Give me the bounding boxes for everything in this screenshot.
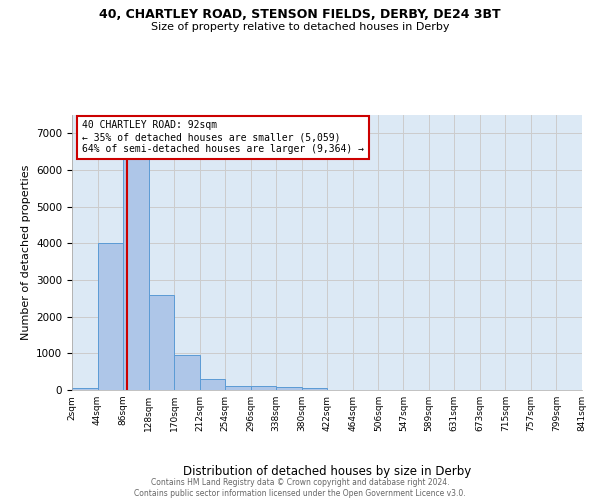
Text: 40 CHARTLEY ROAD: 92sqm
← 35% of detached houses are smaller (5,059)
64% of semi: 40 CHARTLEY ROAD: 92sqm ← 35% of detache…: [82, 120, 364, 154]
Bar: [149, 294, 174, 390]
Bar: [174, 355, 200, 390]
Y-axis label: Number of detached properties: Number of detached properties: [20, 165, 31, 340]
Bar: [72, 388, 98, 390]
Bar: [98, 244, 123, 390]
Bar: [276, 387, 302, 390]
Text: Contains HM Land Registry data © Crown copyright and database right 2024.
Contai: Contains HM Land Registry data © Crown c…: [134, 478, 466, 498]
Bar: [251, 386, 276, 390]
Bar: [123, 148, 149, 390]
Bar: [302, 388, 328, 390]
Text: Distribution of detached houses by size in Derby: Distribution of detached houses by size …: [183, 464, 471, 477]
Bar: [225, 386, 251, 390]
Text: 40, CHARTLEY ROAD, STENSON FIELDS, DERBY, DE24 3BT: 40, CHARTLEY ROAD, STENSON FIELDS, DERBY…: [99, 8, 501, 20]
Text: Size of property relative to detached houses in Derby: Size of property relative to detached ho…: [151, 22, 449, 32]
Bar: [200, 379, 225, 390]
